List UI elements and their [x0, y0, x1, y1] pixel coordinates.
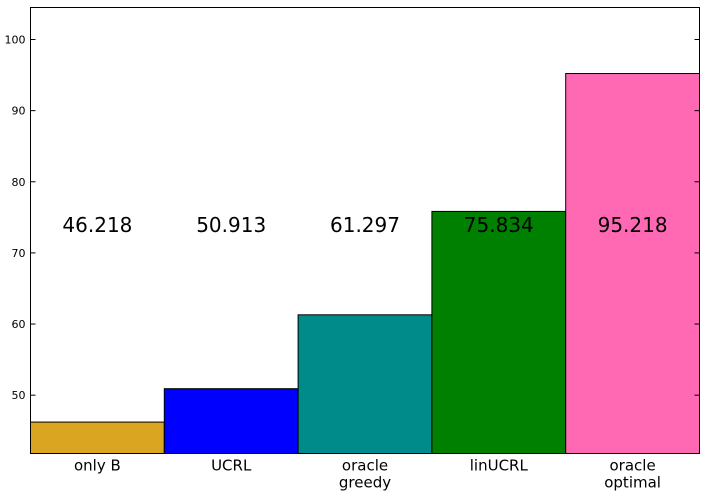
data-label-4: 95.218 — [598, 213, 668, 237]
bar-4 — [565, 73, 701, 454]
data-label-0: 46.218 — [62, 213, 132, 237]
bar-2 — [297, 314, 433, 454]
bar-3 — [431, 210, 567, 454]
bar-1 — [163, 388, 299, 454]
bars-group — [30, 73, 701, 455]
y-tick-label-5: 100 — [5, 34, 26, 47]
data-label-2: 61.297 — [330, 213, 400, 237]
y-tick-label-2: 70 — [12, 247, 26, 260]
x-tick-label-2: oracle greedy — [339, 457, 391, 492]
data-label-1: 50.913 — [196, 213, 266, 237]
data-label-3: 75.834 — [464, 213, 534, 237]
x-tick-label-4: oracle optimal — [604, 457, 661, 492]
y-axis-ticks: 50 60 70 80 90 100 — [5, 34, 700, 402]
x-tick-label-1: UCRL — [211, 457, 252, 475]
y-tick-label-1: 60 — [12, 318, 26, 331]
y-tick-label-3: 80 — [12, 176, 26, 189]
bar-0 — [30, 421, 165, 455]
plot-frame — [30, 7, 700, 454]
x-tick-label-3: linUCRL — [470, 457, 529, 475]
y-tick-label-0: 50 — [12, 389, 26, 402]
x-tick-label-0: only B — [74, 457, 121, 475]
data-labels: 46.218 50.913 61.297 75.834 95.218 — [62, 213, 667, 237]
y-tick-label-4: 90 — [12, 105, 26, 118]
x-axis-labels: only B UCRL oracle greedy linUCRL oracle optim… — [74, 457, 661, 492]
